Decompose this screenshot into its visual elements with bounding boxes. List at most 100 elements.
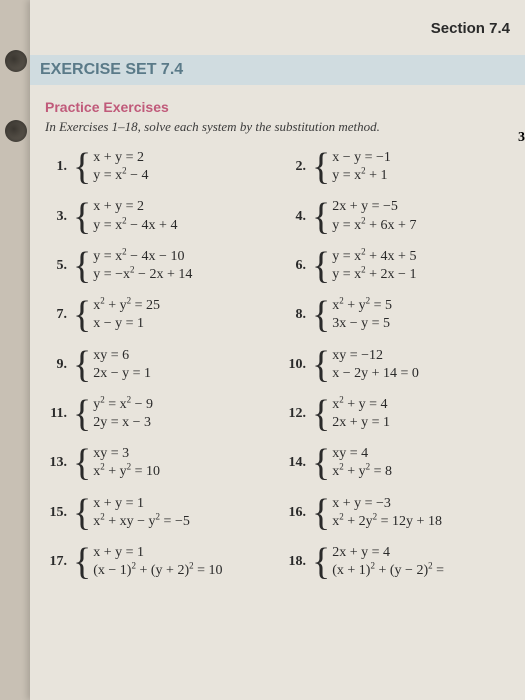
problem: 3. {x + y = 2y = x2 − 4x + 4 (45, 198, 276, 234)
problem: 17.{x + y = 1(x − 1)2 + (y + 2)2 = 10 (45, 544, 276, 580)
equation-row: 2x + y = 1 (332, 414, 390, 432)
brace-icon: { (73, 448, 91, 478)
instructions: In Exercises 1–18, solve each system by … (45, 119, 515, 135)
brace-icon: { (312, 399, 330, 429)
page: Section 7.4 EXERCISE SET 7.4 Practice Ex… (30, 0, 525, 700)
equation-system: y = x2 + 4x + 5y = x2 + 2x − 1 (332, 248, 416, 284)
equation-row: y = x2 + 2x − 1 (332, 266, 416, 284)
equation-row: 2x − y = 1 (93, 365, 151, 383)
equation-row: xy = 3 (93, 445, 160, 463)
page-edge-number: 3 (518, 130, 525, 146)
equation-system: x2 + y2 = 25x − y = 1 (93, 297, 160, 333)
equation-row: x − y = −1 (332, 149, 391, 167)
right-column: 2.{x − y = −1y = x2 + 14.{2x + y = −5y =… (284, 149, 515, 593)
equation-system: x + y = 1x2 + xy − y2 = −5 (93, 495, 190, 531)
equation-system: x + y = 2y = x2 − 4x + 4 (93, 198, 177, 234)
equation-row: x2 + 2y2 = 12y + 18 (332, 513, 442, 531)
equation-row: x2 + y2 = 25 (93, 297, 160, 315)
equation-row: (x + 1)2 + (y − 2)2 = (332, 562, 444, 580)
problem-number: 1. (45, 159, 67, 175)
equation-system: x + y = −3x2 + 2y2 = 12y + 18 (332, 495, 442, 531)
brace-icon: { (73, 251, 91, 281)
section-header: Section 7.4 (45, 20, 515, 37)
equation-row: 2y = x − 3 (93, 414, 153, 432)
equation-row: xy = −12 (332, 347, 419, 365)
brace-icon: { (312, 152, 330, 182)
problem-number: 7. (45, 307, 67, 323)
brace-icon: { (312, 300, 330, 330)
equation-row: x2 + y2 = 8 (332, 463, 392, 481)
problem-number: 16. (284, 505, 306, 521)
equation-system: y = x2 − 4x − 10y = −x2 − 2x + 14 (93, 248, 192, 284)
brace-icon: { (312, 251, 330, 281)
problem-number: 3. (45, 209, 67, 225)
equation-row: (x − 1)2 + (y + 2)2 = 10 (93, 562, 222, 580)
left-column: 1.{x + y = 2y = x2 − 43.{x + y = 2y = x2… (45, 149, 276, 593)
problems-grid: 1.{x + y = 2y = x2 − 43.{x + y = 2y = x2… (45, 149, 515, 593)
problem: 8. {x2 + y2 = 53x − y = 5 (284, 297, 515, 333)
exercise-set-banner: EXERCISE SET 7.4 (30, 55, 525, 85)
problem-number: 14. (284, 455, 306, 471)
problem-number: 2. (284, 159, 306, 175)
problem: 14. {xy = 4x2 + y2 = 8 (284, 445, 515, 481)
brace-icon: { (312, 547, 330, 577)
problem: 15.{x + y = 1x2 + xy − y2 = −5 (45, 495, 276, 531)
equation-row: x + y = 2 (93, 149, 148, 167)
problem-number: 8. (284, 307, 306, 323)
equation-row: x + y = 1 (93, 495, 190, 513)
equation-row: x + y = 2 (93, 198, 177, 216)
equation-row: y = x2 + 1 (332, 167, 391, 185)
equation-row: x + y = 1 (93, 544, 222, 562)
problem: 11. {y2 = x2 − 92y = x − 3 (45, 396, 276, 432)
problem: 13.{xy = 3x2 + y2 = 10 (45, 445, 276, 481)
equation-row: x + y = −3 (332, 495, 442, 513)
brace-icon: { (73, 498, 91, 528)
brace-icon: { (73, 202, 91, 232)
problem-number: 17. (45, 554, 67, 570)
problem: 5. {y = x2 − 4x − 10y = −x2 − 2x + 14 (45, 248, 276, 284)
equation-system: x − y = −1y = x2 + 1 (332, 149, 391, 185)
equation-row: x2 + y2 = 10 (93, 463, 160, 481)
equation-system: xy = 62x − y = 1 (93, 347, 151, 383)
equation-row: y = x2 − 4x + 4 (93, 217, 177, 235)
brace-icon: { (312, 498, 330, 528)
equation-row: 3x − y = 5 (332, 315, 392, 333)
problem-number: 4. (284, 209, 306, 225)
equation-row: 2x + y = 4 (332, 544, 444, 562)
equation-row: x − 2y + 14 = 0 (332, 365, 419, 383)
equation-row: y2 = x2 − 9 (93, 396, 153, 414)
equation-system: x2 + y = 42x + y = 1 (332, 396, 390, 432)
equation-row: x2 + y = 4 (332, 396, 390, 414)
equation-row: xy = 6 (93, 347, 151, 365)
brace-icon: { (73, 399, 91, 429)
brace-icon: { (73, 300, 91, 330)
equation-system: xy = 3x2 + y2 = 10 (93, 445, 160, 481)
equation-system: y2 = x2 − 92y = x − 3 (93, 396, 153, 432)
equation-system: xy = 4x2 + y2 = 8 (332, 445, 392, 481)
problem-number: 9. (45, 357, 67, 373)
problem-number: 6. (284, 258, 306, 274)
problem: 6. {y = x2 + 4x + 5y = x2 + 2x − 1 (284, 248, 515, 284)
problem-number: 11. (45, 406, 67, 422)
equation-row: y = x2 + 4x + 5 (332, 248, 416, 266)
problem: 18. {2x + y = 4(x + 1)2 + (y − 2)2 = (284, 544, 515, 580)
equation-system: 2x + y = −5y = x2 + 6x + 7 (332, 198, 416, 234)
equation-row: 2x + y = −5 (332, 198, 416, 216)
brace-icon: { (312, 448, 330, 478)
equation-row: x − y = 1 (93, 315, 160, 333)
equation-row: x2 + xy − y2 = −5 (93, 513, 190, 531)
equation-row: y = x2 + 6x + 7 (332, 217, 416, 235)
problem: 16. {x + y = −3x2 + 2y2 = 12y + 18 (284, 495, 515, 531)
problem-number: 12. (284, 406, 306, 422)
problem-number: 18. (284, 554, 306, 570)
problem-number: 5. (45, 258, 67, 274)
problem: 12. {x2 + y = 42x + y = 1 (284, 396, 515, 432)
equation-system: x2 + y2 = 53x − y = 5 (332, 297, 392, 333)
problem: 9.{xy = 62x − y = 1 (45, 347, 276, 383)
practice-label: Practice Exercises (45, 99, 515, 115)
equation-system: x + y = 1(x − 1)2 + (y + 2)2 = 10 (93, 544, 222, 580)
brace-icon: { (312, 202, 330, 232)
equation-system: xy = −12x − 2y + 14 = 0 (332, 347, 419, 383)
equation-row: x2 + y2 = 5 (332, 297, 392, 315)
equation-row: y = −x2 − 2x + 14 (93, 266, 192, 284)
